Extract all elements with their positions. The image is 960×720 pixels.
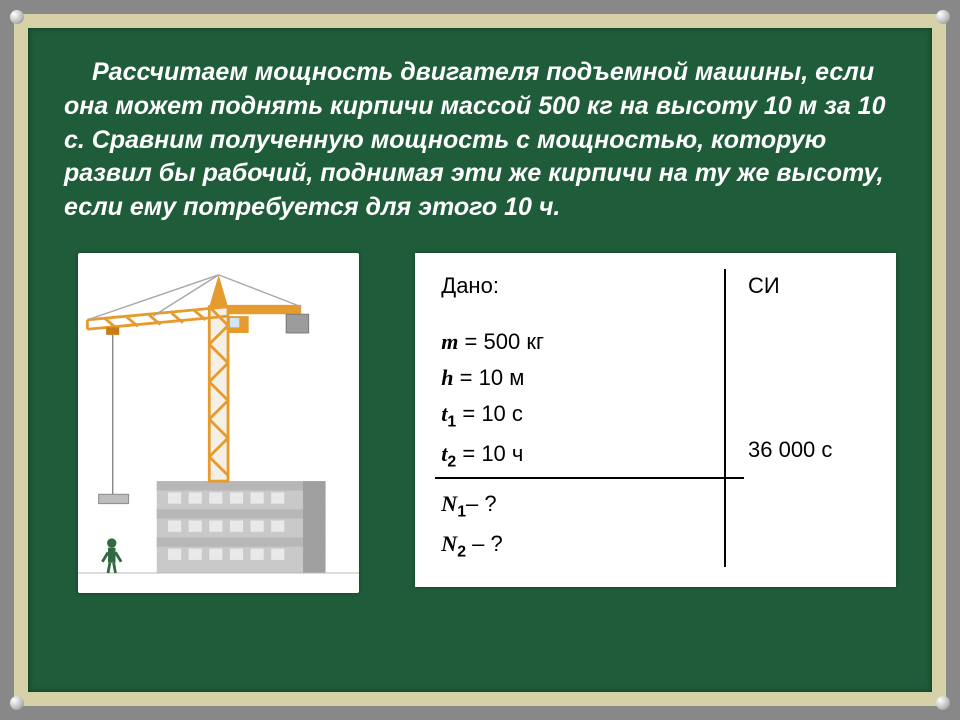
crane-icon xyxy=(78,253,359,593)
given-h: h = 10 м xyxy=(441,361,706,395)
si-values: 36 000 с xyxy=(726,315,876,477)
given-t2: t2 = 10 ч xyxy=(441,437,706,475)
whiteboard-wood-frame: Рассчитаем мощность двигателя подъемной … xyxy=(14,14,946,706)
given-m: m = 500 кг xyxy=(441,325,706,359)
given-header: Дано: xyxy=(435,269,726,315)
unknown-n2: N2 – ? xyxy=(441,527,706,565)
unknowns: N1– ? N2 – ? xyxy=(435,477,726,567)
data-grid: Дано: СИ m = 500 кг h = 10 м xyxy=(435,269,876,567)
si-t2: 36 000 с xyxy=(748,433,876,467)
problem-statement: Рассчитаем мощность двигателя подъемной … xyxy=(64,56,896,225)
lower-row: Дано: СИ m = 500 кг h = 10 м xyxy=(64,253,896,593)
peg-icon xyxy=(10,696,24,710)
crane-illustration xyxy=(78,253,359,593)
unknown-n1: N1– ? xyxy=(441,487,706,525)
given-values: m = 500 кг h = 10 м t1 = 10 с xyxy=(435,315,726,477)
si-header: СИ xyxy=(726,269,876,315)
peg-icon xyxy=(10,10,24,24)
peg-icon xyxy=(936,696,950,710)
unknowns-si-blank xyxy=(726,477,876,567)
slide-frame: Рассчитаем мощность двигателя подъемной … xyxy=(0,0,960,720)
given-data-panel: Дано: СИ m = 500 кг h = 10 м xyxy=(415,253,896,587)
person-icon xyxy=(102,538,121,573)
green-board: Рассчитаем мощность двигателя подъемной … xyxy=(28,28,932,692)
peg-icon xyxy=(936,10,950,24)
given-t1: t1 = 10 с xyxy=(441,397,706,435)
